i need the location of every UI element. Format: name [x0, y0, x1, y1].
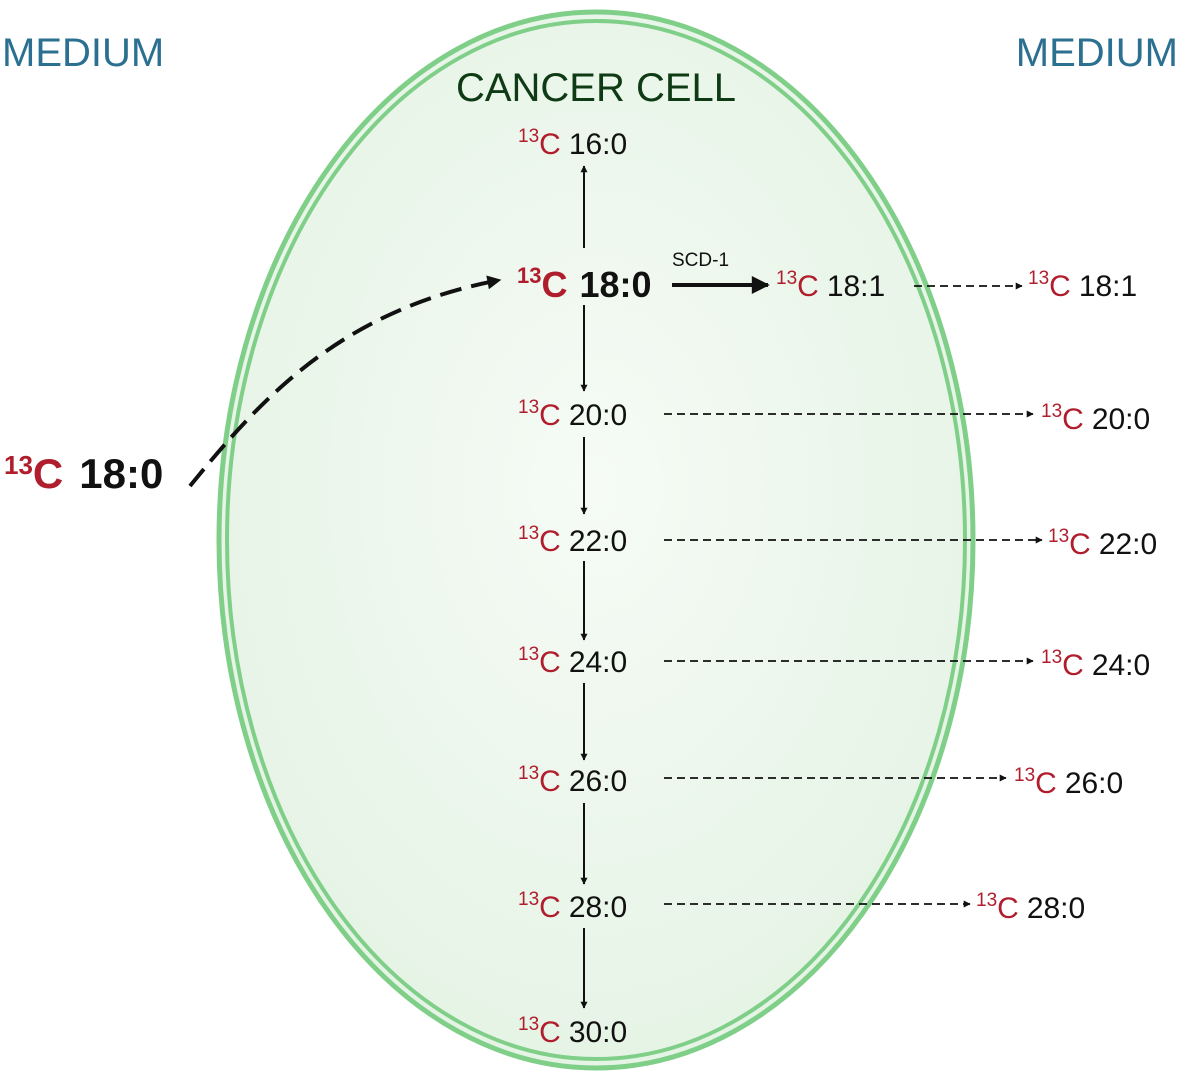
export-arrows [664, 282, 1043, 908]
fa-22-0-internal: 13C 22:0 [518, 523, 627, 558]
cell-membrane [216, 9, 976, 1071]
fa-18-0-internal: 13C 18:0 [517, 263, 652, 305]
fa-20-0-internal: 13C 20:0 [518, 397, 627, 432]
fa-28-0-medium: 13C 28:0 [976, 890, 1085, 925]
medium-label-right: MEDIUM [1016, 31, 1178, 75]
isotope-mass: 13 [4, 450, 33, 480]
fa-22-0-medium: 13C 22:0 [1048, 526, 1157, 561]
uptake-arrow [188, 275, 502, 488]
fa-24-0-medium: 13C 24:0 [1041, 647, 1150, 682]
fatty-acid-value: 18:0 [79, 450, 163, 497]
fa-30-0-internal: 13C 30:0 [518, 1014, 627, 1049]
isotope-element: C [33, 450, 63, 497]
source-fatty-acid: 13C 18:0 [4, 450, 163, 497]
enzyme-label: SCD-1 [672, 250, 729, 271]
fa-16-0: 13C 16:0 [518, 126, 627, 161]
cell-title: CANCER CELL [456, 66, 736, 110]
fa-28-0-internal: 13C 28:0 [518, 889, 627, 924]
fa-26-0-internal: 13C 26:0 [518, 763, 627, 798]
fa-20-0-medium: 13C 20:0 [1041, 401, 1150, 436]
medium-label-left: MEDIUM [2, 31, 164, 75]
fa-18-1-internal: 13C 18:1 [776, 268, 885, 303]
fa-26-0-medium: 13C 26:0 [1014, 765, 1123, 800]
fa-18-1-medium: 13C 18:1 [1028, 268, 1137, 303]
fa-24-0-internal: 13C 24:0 [518, 644, 627, 679]
